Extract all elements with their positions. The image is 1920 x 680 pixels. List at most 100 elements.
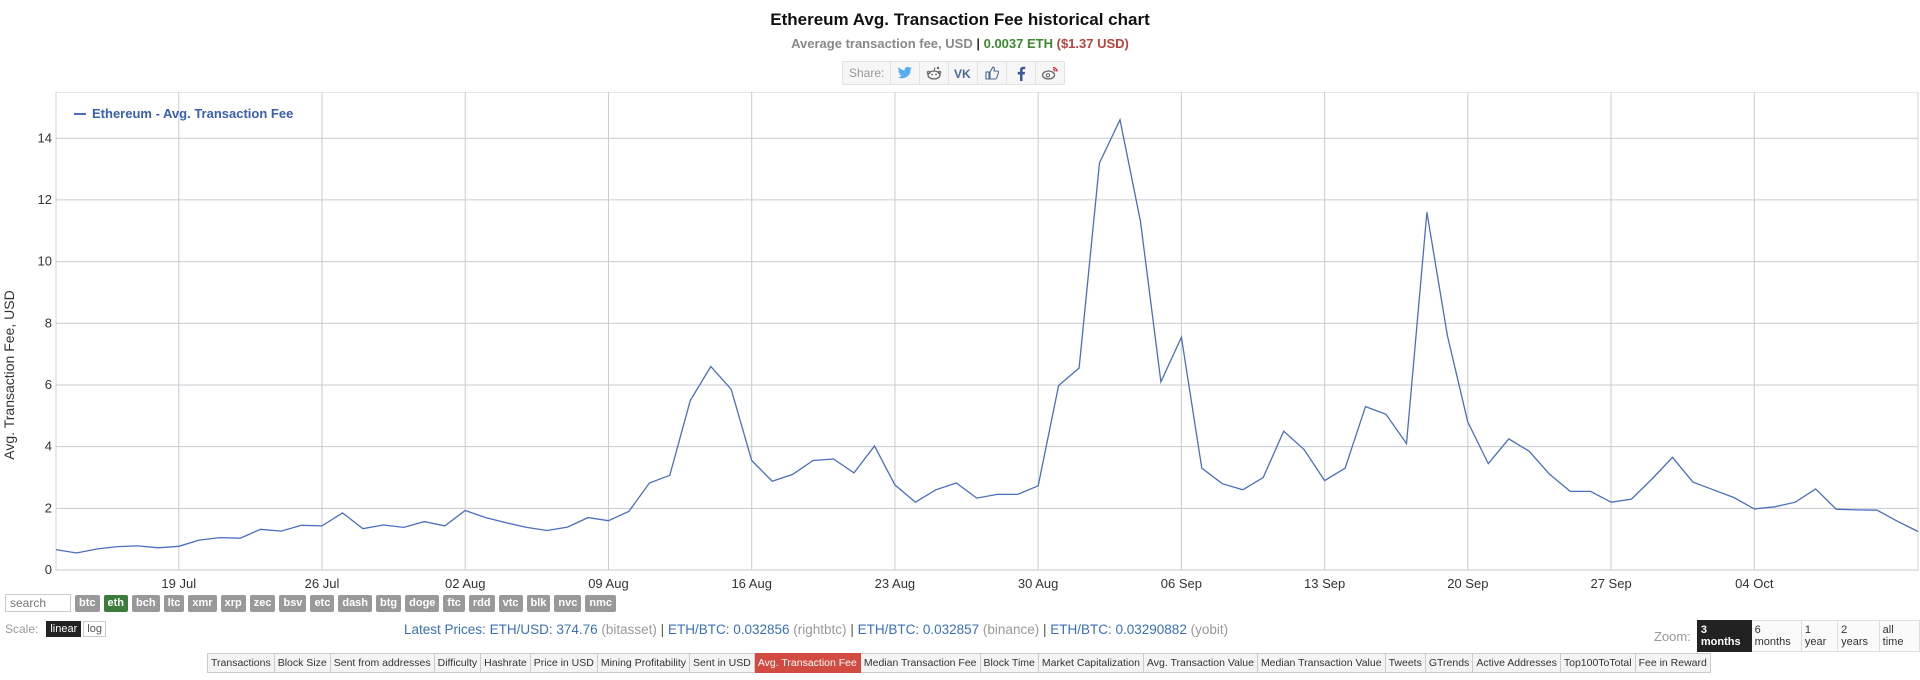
vk-icon[interactable]: VK <box>949 62 979 84</box>
data-point[interactable] <box>726 384 736 394</box>
data-point[interactable] <box>931 485 941 495</box>
data-point[interactable] <box>481 513 491 523</box>
zoom-6-months-button[interactable]: 6 months <box>1751 620 1802 652</box>
data-point[interactable] <box>522 522 532 532</box>
data-point[interactable] <box>92 544 102 554</box>
data-point[interactable] <box>1770 502 1780 512</box>
data-point[interactable] <box>1688 477 1698 487</box>
data-point[interactable] <box>153 543 163 553</box>
metric-tab-avg-transaction-value[interactable]: Avg. Transaction Value <box>1143 653 1258 673</box>
coin-button-dash[interactable]: dash <box>338 594 373 612</box>
coin-button-ltc[interactable]: ltc <box>163 594 185 612</box>
data-point[interactable] <box>256 524 266 534</box>
data-point[interactable] <box>1708 485 1718 495</box>
data-point[interactable] <box>706 362 716 372</box>
metric-tab-block-time[interactable]: Block Time <box>980 653 1039 673</box>
data-point[interactable] <box>910 497 920 507</box>
data-point[interactable] <box>1729 493 1739 503</box>
metric-tab-active-addresses[interactable]: Active Addresses <box>1473 653 1561 673</box>
metric-tab-tweets[interactable]: Tweets <box>1385 653 1426 673</box>
data-point[interactable] <box>1790 497 1800 507</box>
metric-tab-top100tototal[interactable]: Top100ToTotal <box>1560 653 1636 673</box>
metric-tab-market-capitalization[interactable]: Market Capitalization <box>1038 653 1144 673</box>
search-input[interactable] <box>5 594 71 612</box>
coin-button-vtc[interactable]: vtc <box>498 594 523 612</box>
coin-button-xmr[interactable]: xmr <box>188 594 217 612</box>
data-point[interactable] <box>890 480 900 490</box>
data-point[interactable] <box>276 526 286 536</box>
data-point[interactable] <box>1156 377 1166 387</box>
data-point[interactable] <box>1013 489 1023 499</box>
data-point[interactable] <box>215 533 225 543</box>
data-point[interactable] <box>829 454 839 464</box>
data-point[interactable] <box>1320 476 1330 486</box>
coin-button-btg[interactable]: btg <box>376 594 402 612</box>
data-point[interactable] <box>644 478 654 488</box>
data-point[interactable] <box>1811 484 1821 494</box>
data-point[interactable] <box>1197 463 1207 473</box>
data-point[interactable] <box>767 476 777 486</box>
data-point[interactable] <box>1852 505 1862 515</box>
coin-button-eth[interactable]: eth <box>103 594 128 612</box>
metric-tab-price-in-usd[interactable]: Price in USD <box>530 653 598 673</box>
data-point[interactable] <box>604 516 614 526</box>
data-point[interactable] <box>788 469 798 479</box>
data-point[interactable] <box>1136 217 1146 227</box>
data-point[interactable] <box>972 493 982 503</box>
data-point[interactable] <box>1033 481 1043 491</box>
metric-tab-hashrate[interactable]: Hashrate <box>481 653 531 673</box>
coin-button-ftc[interactable]: ftc <box>443 594 465 612</box>
metric-tab-sent-from-addresses[interactable]: Sent from addresses <box>330 653 435 673</box>
data-point[interactable] <box>583 513 593 523</box>
metric-tab-median-transaction-value[interactable]: Median Transaction Value <box>1257 653 1386 673</box>
data-point[interactable] <box>1483 459 1493 469</box>
scale-log-button[interactable]: log <box>83 621 106 637</box>
data-point[interactable] <box>542 526 552 536</box>
coin-button-nmc[interactable]: nmc <box>585 594 617 612</box>
data-point[interactable] <box>1749 504 1759 514</box>
data-point[interactable] <box>1606 497 1616 507</box>
coin-button-doge[interactable]: doge <box>405 594 440 612</box>
data-point[interactable] <box>1524 446 1534 456</box>
price-pair[interactable]: ETH/USD: 374.76 <box>489 622 598 637</box>
data-point[interactable] <box>563 522 573 532</box>
metric-tab-block-size[interactable]: Block Size <box>274 653 331 673</box>
coin-button-btc[interactable]: btc <box>75 594 100 612</box>
data-point[interactable] <box>747 456 757 466</box>
data-point[interactable] <box>1074 363 1084 373</box>
data-point[interactable] <box>194 535 204 545</box>
data-point[interactable] <box>460 506 470 516</box>
data-point[interactable] <box>1422 207 1432 217</box>
data-point[interactable] <box>1586 486 1596 496</box>
data-point[interactable] <box>624 506 634 516</box>
like-icon[interactable] <box>978 62 1008 84</box>
data-point[interactable] <box>1095 158 1105 168</box>
twitter-icon[interactable] <box>891 62 921 84</box>
data-point[interactable] <box>112 542 122 552</box>
data-point[interactable] <box>1504 434 1514 444</box>
data-point[interactable] <box>133 541 143 551</box>
metric-tab-transactions[interactable]: Transactions <box>207 653 275 673</box>
coin-button-zec[interactable]: zec <box>249 594 276 612</box>
data-point[interactable] <box>1463 417 1473 427</box>
data-point[interactable] <box>399 522 409 532</box>
coin-button-blk[interactable]: blk <box>526 594 551 612</box>
data-point[interactable] <box>1381 409 1391 419</box>
data-point[interactable] <box>1340 463 1350 473</box>
metric-tab-difficulty[interactable]: Difficulty <box>434 653 482 673</box>
metric-tab-median-transaction-fee[interactable]: Median Transaction Fee <box>860 653 981 673</box>
data-point[interactable] <box>1442 331 1452 341</box>
data-point[interactable] <box>992 489 1002 499</box>
data-point[interactable] <box>1361 402 1371 412</box>
data-point[interactable] <box>358 524 368 534</box>
data-point[interactable] <box>1176 332 1186 342</box>
data-point[interactable] <box>1627 494 1637 504</box>
data-point[interactable] <box>1238 485 1248 495</box>
data-point[interactable] <box>1668 452 1678 462</box>
data-point[interactable] <box>1647 474 1657 484</box>
metric-tab-avg-transaction-fee[interactable]: Avg. Transaction Fee <box>754 653 861 673</box>
data-point[interactable] <box>665 470 675 480</box>
coin-button-etc[interactable]: etc <box>310 594 335 612</box>
data-point[interactable] <box>174 541 184 551</box>
zoom-2-years-button[interactable]: 2 years <box>1838 620 1880 652</box>
